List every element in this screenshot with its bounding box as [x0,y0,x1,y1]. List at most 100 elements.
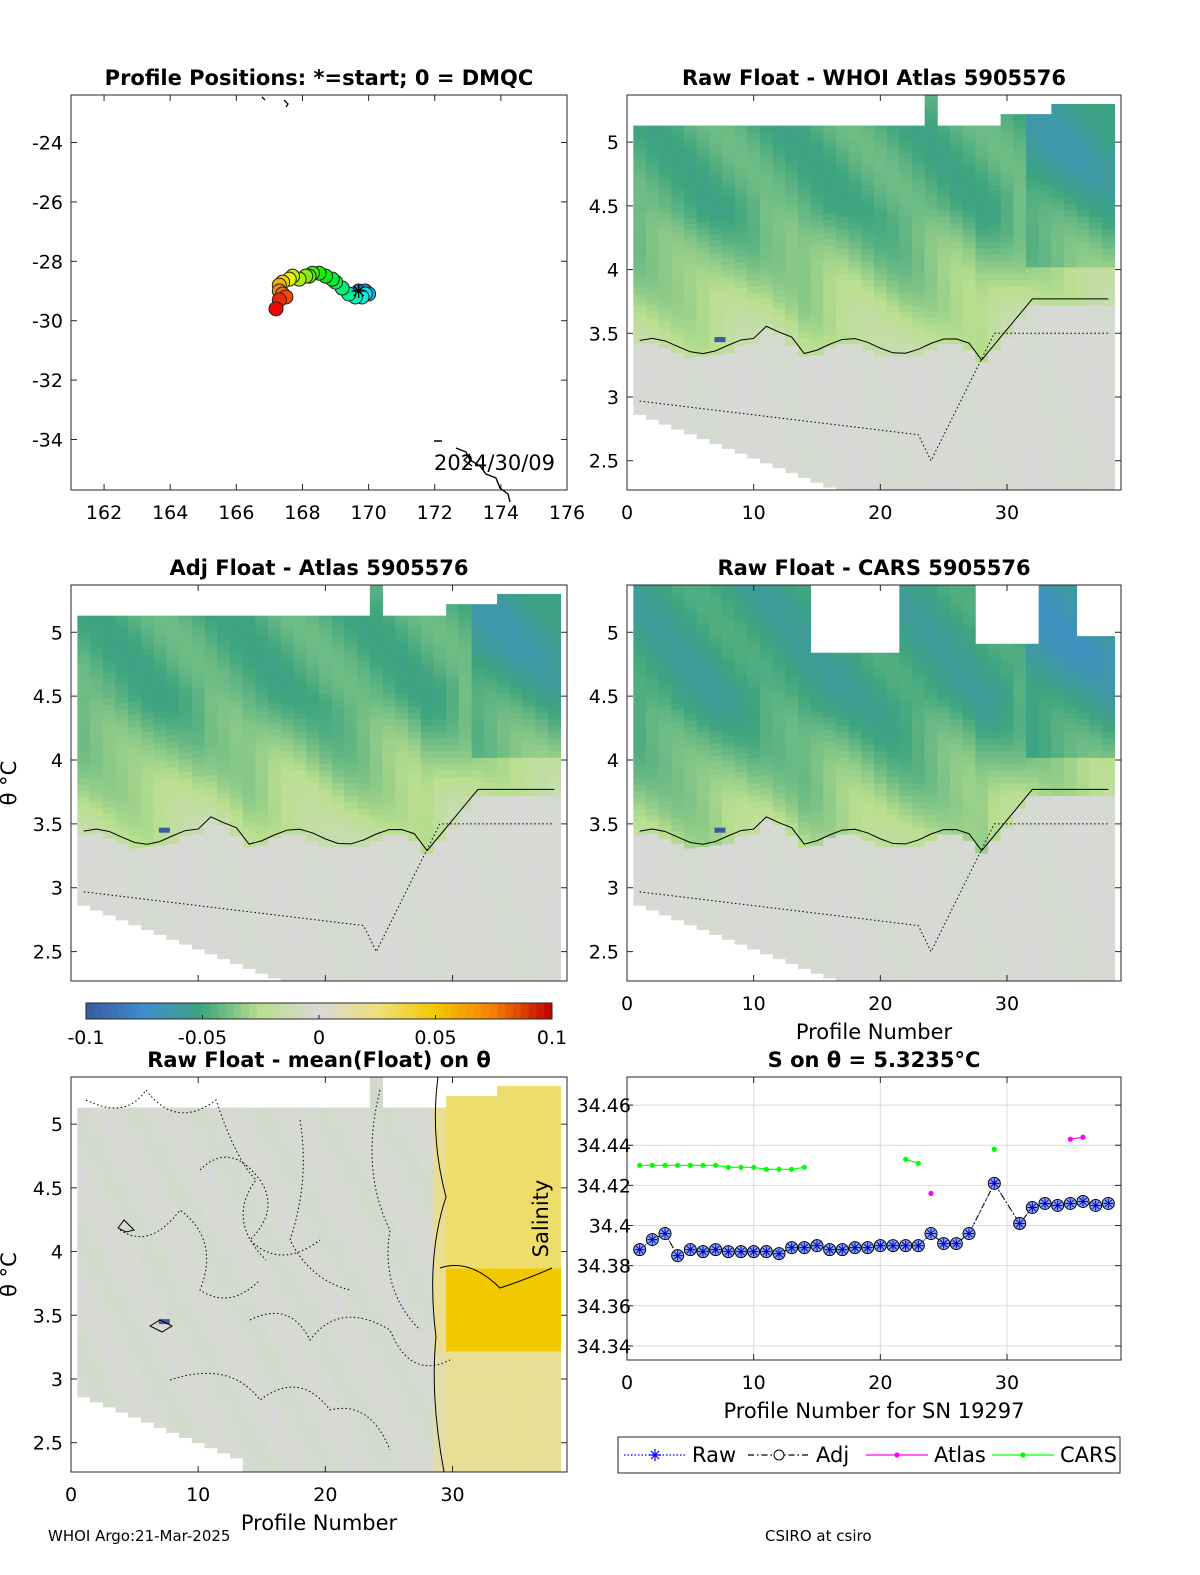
raw_whoi-cell [975,158,989,166]
raw_cars-cell [658,851,672,859]
raw_whoi-cell [658,296,672,304]
raw_whoi-cell [950,483,964,491]
adj_atlas-cell [369,661,383,669]
raw_whoi-cell [1064,209,1078,217]
adj_atlas-cell [166,798,180,806]
adj_atlas-cell [102,736,116,744]
raw_cars-cell [671,862,685,870]
raw_whoi-cell [988,362,1002,370]
raw_whoi-cell [861,247,875,255]
raw_whoi-cell [950,139,964,147]
adj_atlas-cell [471,942,485,950]
raw_whoi-cell [696,190,710,198]
raw_whoi-cell [1102,362,1116,370]
adj_atlas-cell [280,629,294,637]
raw_whoi-cell [836,298,850,306]
raw_whoi-cell [722,199,736,207]
adj_atlas-cell [395,712,409,720]
adj_atlas-cell [522,853,536,861]
raw_whoi-cell [861,267,875,274]
raw_cars-cell [747,738,761,746]
adj_atlas-cell [547,968,562,976]
raw_cars-cell [709,659,723,667]
adj_atlas-cell [191,623,205,631]
raw_whoi-cell [760,437,774,445]
map-xtick-label: 162 [86,502,122,524]
adj_atlas-cell [471,616,485,624]
raw_whoi-cell [886,292,900,300]
adj_atlas-cell [509,802,523,809]
adj_atlas-cell [497,949,511,956]
adj_atlas-cell [433,757,447,765]
adj_atlas-cell [344,827,358,835]
raw_whoi-cell [1089,368,1103,376]
adj_atlas-cell [408,897,422,905]
raw_whoi-cell [1064,171,1078,179]
adj_atlas-cell [90,820,104,828]
adj_atlas-cell [522,668,536,675]
adj_atlas-cell [420,738,434,746]
adj_atlas-cell [547,859,562,867]
raw_whoi-cell [836,292,850,300]
adj_atlas-cell [433,687,447,694]
adj_atlas-cell [217,664,231,672]
raw_whoi-cell [823,225,837,233]
adj_atlas-cell [217,703,231,711]
adj_atlas-cell [306,751,320,758]
adj_atlas-cell [420,808,434,816]
adj_atlas-cell [331,885,345,892]
raw_whoi-cell [874,145,888,153]
adj_atlas-cell [446,648,460,656]
raw_whoi-cell [633,268,647,275]
raw_cars-cell [671,766,685,774]
raw_cars-cell [747,712,761,720]
raw_whoi-cell [798,299,812,306]
raw_whoi-cell [1102,241,1116,249]
raw_whoi-cell [1000,362,1014,370]
raw_cars-cell [722,747,736,755]
raw_whoi-cell [899,139,913,147]
adj_atlas-cell [229,784,244,792]
adj_atlas-cell [497,757,511,765]
adj_atlas-cell [140,655,155,662]
adj_atlas-cell [229,803,244,811]
adj_atlas-cell [484,616,498,624]
adj_atlas-cell [458,955,473,963]
raw_cars-cell [671,670,685,678]
adj_atlas-cell [306,961,320,969]
raw_cars-cell [709,679,723,686]
raw_whoi-cell [1076,464,1090,472]
raw_cars-cell [684,841,698,849]
raw_cars-cell [646,878,660,886]
raw_whoi-cell [646,336,660,344]
raw_whoi-cell [810,361,824,369]
adj_atlas-cell [369,636,383,643]
raw_whoi-cell [861,464,875,472]
adj_atlas-cell [191,674,205,682]
raw_whoi-cell [962,426,976,434]
adj_atlas-cell [242,719,256,727]
adj_atlas-cell [204,628,218,635]
adj_atlas-cell [547,872,562,880]
raw_cars-cell [709,877,723,884]
raw_whoi-cell [912,458,926,465]
raw_cars-cell [709,838,723,846]
adj_atlas-cell [471,751,485,758]
adj_atlas-cell [153,838,167,846]
adj_atlas-cell [382,808,396,816]
raw_whoi-cell [696,273,710,280]
adj_atlas-cell [547,789,562,797]
adj_atlas-cell [115,690,129,697]
adj_atlas-cell [395,789,409,797]
raw_cars-cell [646,610,660,617]
raw_whoi-cell [886,400,900,408]
map-ytick-label: -30 [32,311,63,333]
raw_whoi-cell [1102,228,1116,236]
raw_whoi-cell [696,336,710,344]
raw_whoi-cell [975,125,989,128]
raw_cars-cell [671,696,685,704]
raw_whoi-cell [1076,165,1090,172]
adj_atlas-cell [229,855,244,862]
raw_cars-cell [722,632,736,640]
raw_whoi-cell [785,192,799,200]
